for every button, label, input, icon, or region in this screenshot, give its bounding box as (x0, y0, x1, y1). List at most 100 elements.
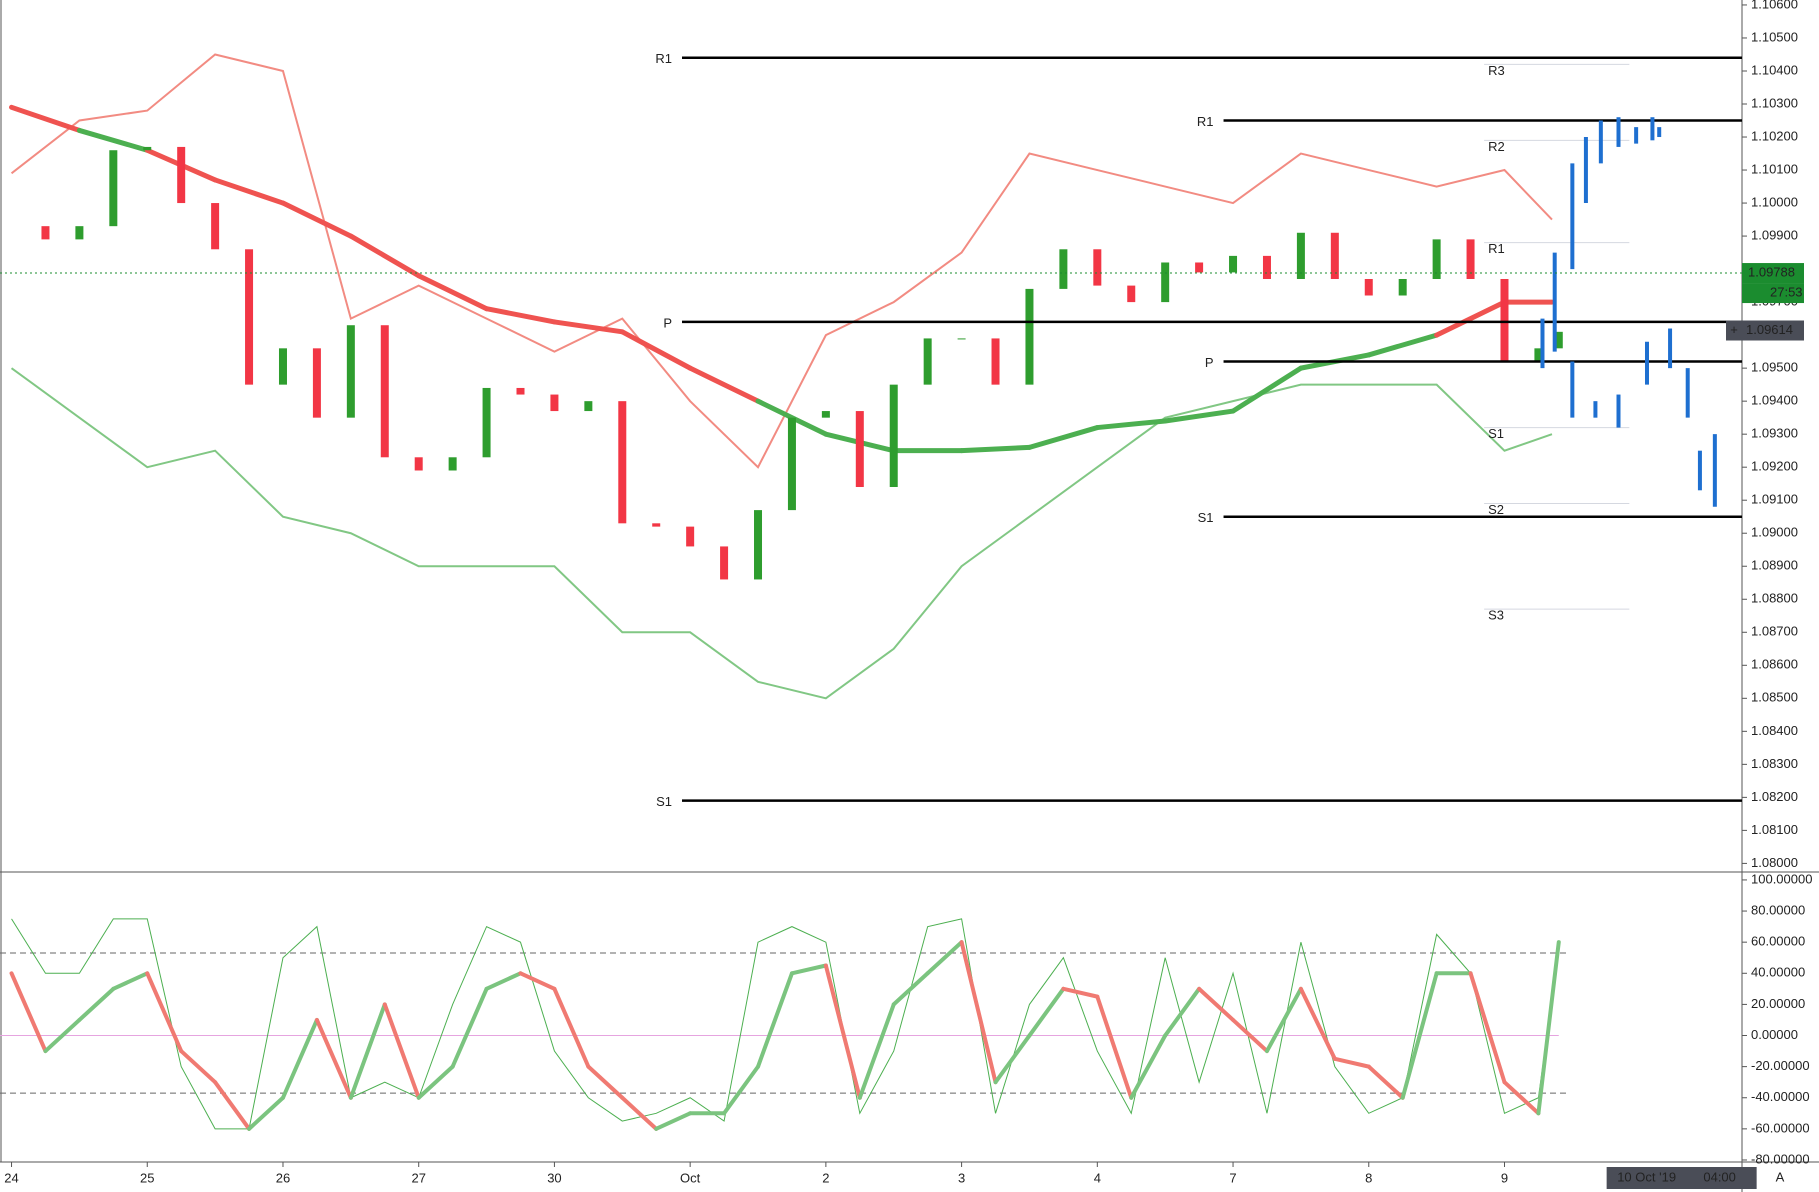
band-lower (10, 367, 1553, 700)
moving-average (551, 319, 625, 335)
y-tick-label: 1.08700 (1751, 624, 1798, 639)
oscillator-line (925, 940, 964, 976)
oscillator-line (450, 986, 489, 1069)
y-tick-label: 100.00000 (1751, 871, 1812, 886)
pivot-label: P (663, 315, 672, 330)
oscillator-line (552, 986, 591, 1069)
oscillator-line (654, 1111, 693, 1131)
candle (957, 338, 966, 340)
oscillator-line (857, 1002, 896, 1100)
candle (1398, 278, 1407, 296)
crosshair-date-box (1606, 1167, 1757, 1189)
y-tick-label: 1.08900 (1751, 558, 1798, 573)
y-tick-label: 1.08300 (1751, 756, 1798, 771)
candle (787, 417, 796, 511)
crosshair-date: 10 Oct '19 (1617, 1169, 1676, 1184)
moving-average (619, 329, 693, 371)
corner-label: A (1776, 1169, 1785, 1184)
oscillator-line (1536, 940, 1561, 1116)
oscillator-line (620, 1095, 659, 1131)
y-tick-label: 1.09500 (1751, 360, 1798, 375)
moving-average (280, 200, 354, 239)
y-tick-label: 20.00000 (1751, 996, 1805, 1011)
oscillator-line (1095, 994, 1134, 1100)
candle (1296, 232, 1305, 279)
candle (1161, 262, 1170, 303)
candle (516, 387, 525, 395)
oscillator-line (789, 963, 828, 976)
y-tick-label: 0.00000 (1751, 1027, 1798, 1042)
moving-average (1434, 299, 1507, 338)
candle (754, 510, 763, 580)
candle (889, 384, 898, 488)
y-tick-label: 1.08200 (1751, 789, 1798, 804)
moving-average (959, 444, 1032, 454)
candle (991, 338, 1000, 385)
pivot-label: S1 (656, 794, 672, 809)
y-tick-label: 1.10100 (1751, 161, 1798, 176)
y-tick-label: 1.09900 (1751, 228, 1798, 243)
candle (720, 546, 729, 580)
oscillator-line (959, 940, 998, 1085)
candle (1229, 255, 1238, 273)
band-upper (10, 53, 1553, 469)
oscillator-line (247, 1095, 285, 1131)
countdown-label: 27:53 (1770, 284, 1803, 299)
candle (245, 249, 254, 385)
oscillator-line (280, 1017, 319, 1100)
candle (1195, 262, 1204, 273)
oscillator-line (382, 1002, 421, 1100)
oscillator-line (1502, 1080, 1541, 1116)
y-tick-label: 1.08000 (1751, 855, 1798, 870)
oscillator-line (1163, 986, 1202, 1038)
x-tick-label: Oct (680, 1170, 701, 1185)
candle (278, 348, 287, 385)
last-price-box (1742, 263, 1804, 284)
oscillator-line (1061, 986, 1100, 999)
candle (618, 401, 627, 524)
candle (686, 526, 695, 547)
candle (1466, 239, 1475, 279)
moving-average (416, 273, 490, 312)
moving-average (76, 127, 150, 153)
oscillator-line (586, 1064, 625, 1100)
oscillator-line (145, 971, 184, 1054)
candle (1025, 288, 1034, 385)
moving-average (484, 306, 557, 325)
candle (41, 226, 50, 240)
candle (1500, 278, 1509, 362)
signal-line (11, 918, 1560, 1130)
oscillator-line (1468, 971, 1507, 1085)
oscillator-line (1197, 986, 1236, 1022)
pivot-label: R1 (1197, 114, 1214, 129)
y-tick-label: 1.09100 (1751, 492, 1798, 507)
oscillator-line (77, 986, 116, 1022)
last-price-label: 1.09788 (1748, 264, 1795, 279)
oscillator-line (1298, 986, 1337, 1061)
candle (652, 523, 661, 527)
y-tick-label: 1.08600 (1751, 657, 1798, 672)
oscillator-line (1400, 971, 1439, 1100)
oscillator-line (993, 1033, 1032, 1085)
oscillator-line (111, 971, 150, 991)
crosshair-box (1726, 320, 1804, 341)
faint-pivot-label: R1 (1488, 241, 1505, 256)
y-tick-label: 1.09200 (1751, 459, 1798, 474)
faint-pivot-label: S1 (1488, 426, 1504, 441)
moving-average (1230, 365, 1304, 414)
oscillator-line (1129, 1033, 1168, 1100)
oscillator-line (348, 1002, 387, 1100)
crosshair-label: 1.09614 (1746, 322, 1793, 337)
y-tick-label: 1.10500 (1751, 29, 1798, 44)
candle (75, 226, 84, 240)
candle (923, 338, 932, 385)
candle (414, 457, 423, 471)
moving-average (348, 233, 422, 279)
moving-average (755, 398, 829, 437)
crosshair-time: 04:00 (1703, 1169, 1736, 1184)
faint-pivot-label: S2 (1488, 502, 1504, 517)
oscillator-line (1231, 1017, 1269, 1054)
y-tick-label: 1.10000 (1751, 194, 1798, 209)
moving-average (9, 104, 82, 133)
